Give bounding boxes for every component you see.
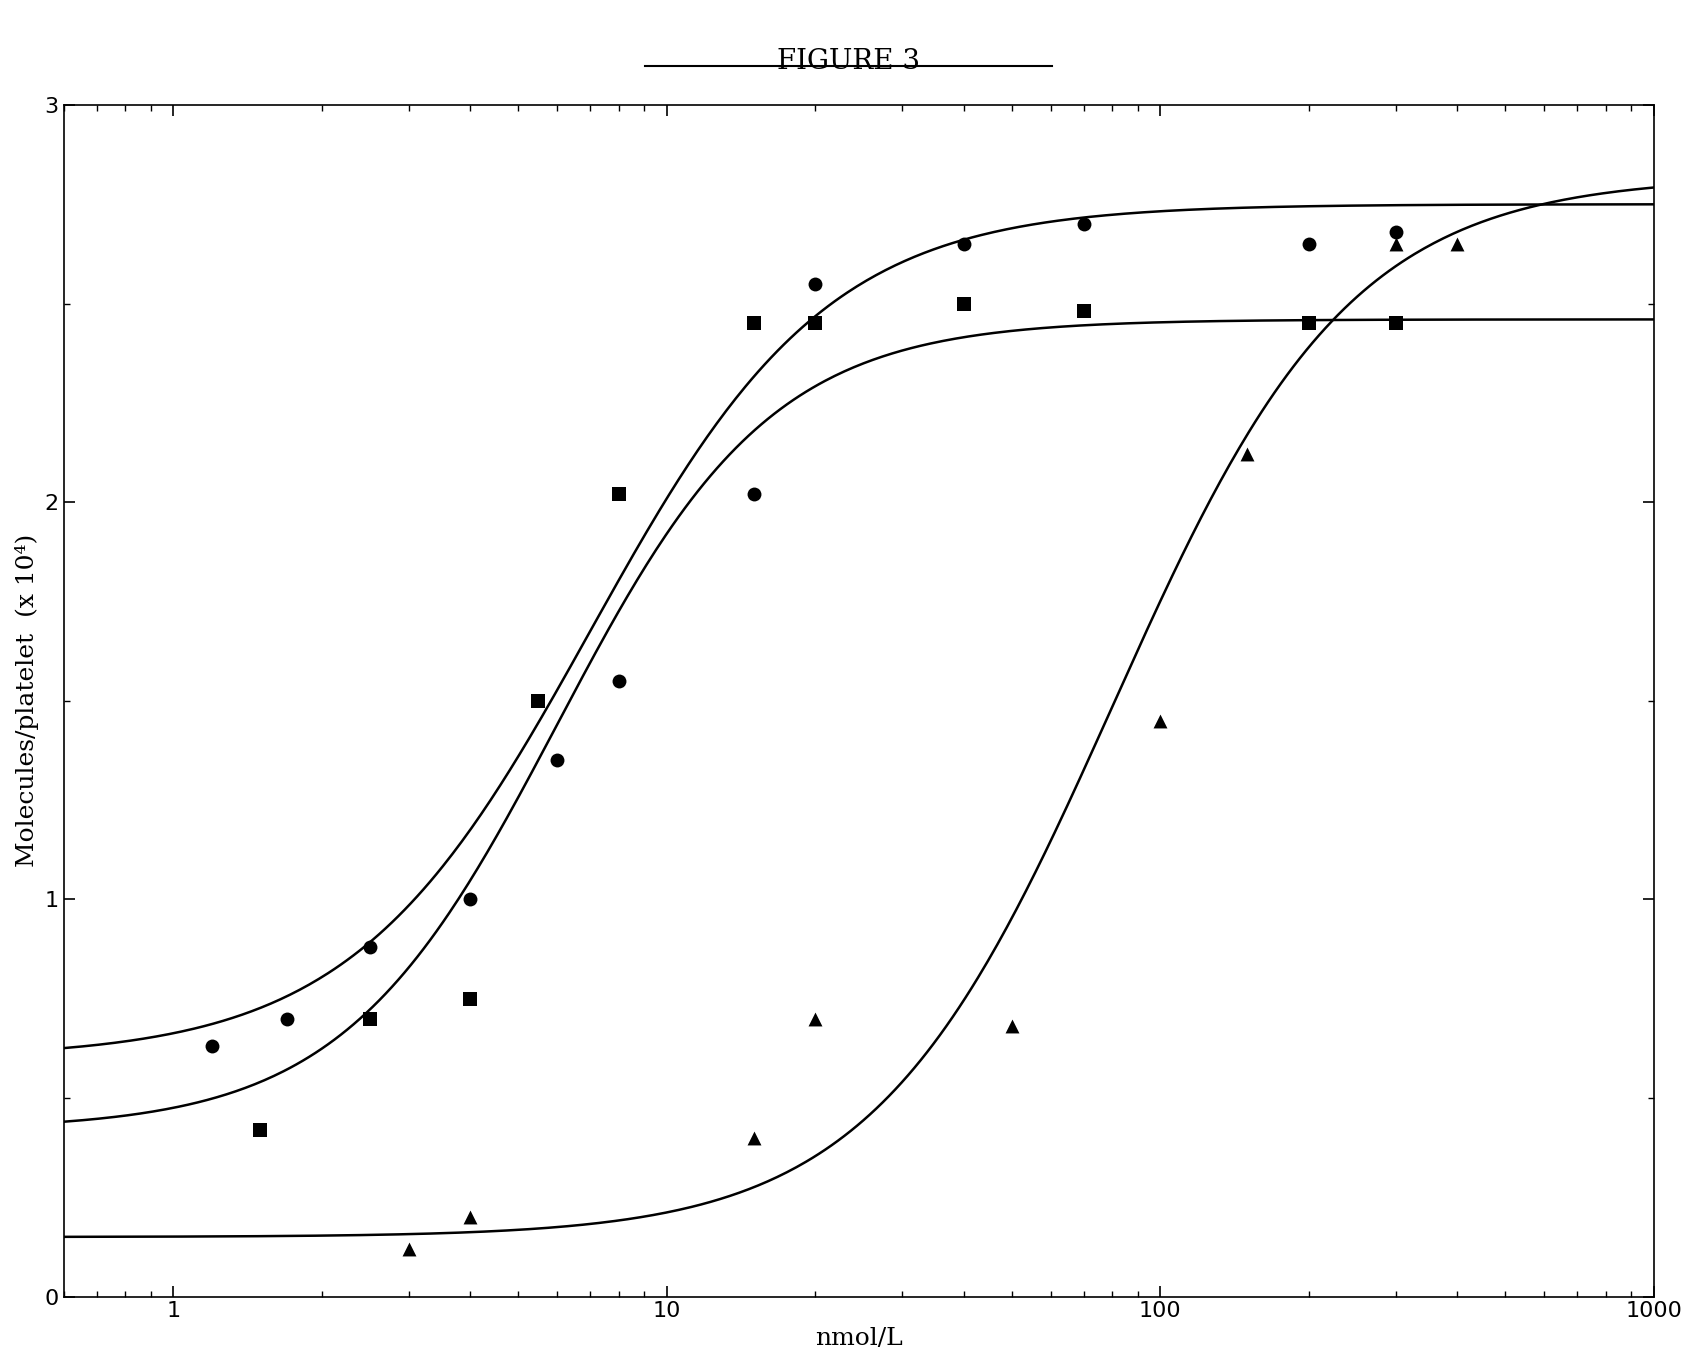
Point	[1295, 313, 1322, 334]
Point	[606, 670, 633, 692]
Point	[356, 936, 384, 958]
Point	[740, 483, 767, 505]
Y-axis label: Molecules/platelet  (x 10⁴): Molecules/platelet (x 10⁴)	[15, 534, 39, 867]
Point	[1295, 233, 1322, 255]
Point	[246, 1119, 273, 1141]
Point	[1071, 300, 1098, 322]
Point	[740, 1126, 767, 1148]
Point	[1381, 221, 1409, 243]
Point	[1444, 233, 1471, 255]
Point	[199, 1036, 226, 1058]
Point	[998, 1016, 1025, 1037]
Text: FIGURE 3: FIGURE 3	[777, 48, 920, 75]
Point	[524, 689, 552, 711]
Point	[950, 233, 977, 255]
Point	[273, 1007, 300, 1029]
Point	[456, 889, 484, 910]
Point	[1147, 710, 1174, 732]
Point	[1381, 233, 1409, 255]
Point	[543, 749, 570, 771]
Point	[801, 313, 828, 334]
Point	[740, 313, 767, 334]
Point	[950, 292, 977, 314]
Point	[606, 483, 633, 505]
Point	[1381, 313, 1409, 334]
Point	[1071, 213, 1098, 235]
Point	[456, 1207, 484, 1228]
Point	[395, 1238, 423, 1260]
Point	[801, 273, 828, 295]
Point	[456, 988, 484, 1010]
Point	[1234, 444, 1261, 465]
X-axis label: nmol/L: nmol/L	[815, 1327, 903, 1350]
Point	[356, 1007, 384, 1029]
Point	[801, 1007, 828, 1029]
